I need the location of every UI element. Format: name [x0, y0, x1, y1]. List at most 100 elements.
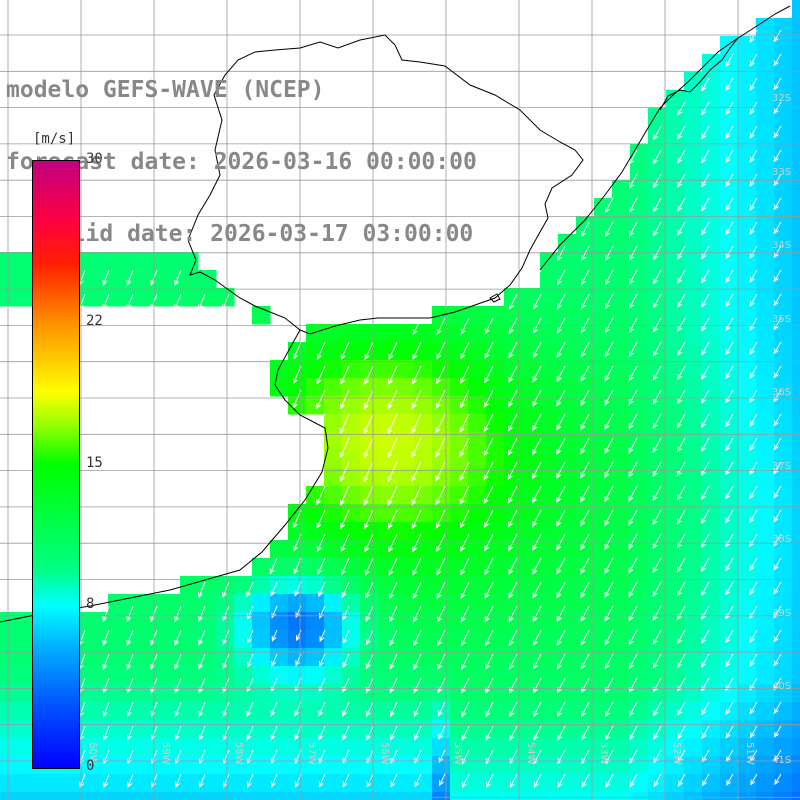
wind-speed-cell [630, 666, 649, 685]
wind-speed-cell [702, 432, 721, 451]
atlantic-coast-path [539, 5, 791, 271]
wind-speed-cell [630, 468, 649, 487]
wind-speed-cell [792, 576, 800, 595]
wind-arrow [652, 317, 662, 333]
wind-speed-cell [558, 234, 577, 253]
wind-arrow [436, 533, 446, 553]
wind-speed-cell [576, 702, 595, 721]
wind-speed-cell [180, 774, 199, 793]
wind-arrow [271, 629, 278, 642]
wind-speed-cell [36, 792, 55, 800]
wind-speed-cell [792, 108, 800, 127]
wind-arrow [773, 53, 782, 67]
wind-speed-cell [144, 594, 163, 613]
wind-speed-cell [792, 720, 800, 739]
wind-speed-cell [504, 540, 523, 559]
wind-speed-cell [324, 522, 343, 541]
wind-arrow [580, 485, 590, 503]
wind-speed-cell [522, 504, 541, 523]
wind-arrow [126, 629, 134, 647]
wind-speed-cell [612, 180, 631, 199]
wind-arrow [604, 389, 614, 406]
wind-speed-cell [612, 684, 631, 703]
wind-speed-cell [666, 126, 685, 145]
wind-speed-cell [522, 702, 541, 721]
wind-speed-cell [684, 684, 703, 703]
wind-speed-cell [270, 540, 289, 559]
wind-speed-cell [720, 630, 739, 649]
wind-speed-cell [720, 162, 739, 181]
wind-arrow [460, 317, 470, 335]
wind-speed-cell [720, 684, 739, 703]
wind-speed-cell [270, 360, 289, 379]
wind-speed-cell [486, 612, 505, 631]
wind-arrow [750, 773, 758, 786]
wind-speed-cell [666, 252, 685, 271]
wind-arrow [701, 149, 710, 164]
wind-arrow [102, 653, 110, 671]
wind-arrow [604, 605, 614, 622]
wind-speed-cell [342, 594, 361, 613]
wind-speed-cell [378, 342, 397, 361]
wind-arrow [483, 437, 494, 457]
wind-speed-cell [378, 324, 397, 343]
wind-arrow [653, 149, 662, 165]
wind-speed-cell [306, 324, 325, 343]
wind-arrow [246, 725, 254, 741]
wind-speed-cell [90, 288, 109, 307]
wind-arrow [700, 485, 710, 501]
wind-arrow [438, 725, 446, 740]
wind-speed-cell [792, 198, 800, 217]
wind-speed-cell [702, 630, 721, 649]
wind-arrow [701, 725, 710, 739]
wind-speed-cell [630, 306, 649, 325]
wind-speed-cell [486, 360, 505, 379]
wind-speed-cell [666, 108, 685, 127]
wind-arrow [629, 725, 638, 741]
wind-speed-cell [306, 504, 325, 523]
wind-speed-cell [378, 702, 397, 721]
wind-speed-cell [648, 504, 667, 523]
wind-arrow [222, 725, 230, 741]
wind-speed-cell [342, 666, 361, 685]
wind-arrow [725, 653, 734, 668]
wind-speed-cell [90, 252, 109, 271]
wind-speed-cell [108, 612, 127, 631]
wind-speed-cell [180, 630, 199, 649]
wind-speed-cell [504, 612, 523, 631]
wind-speed-cell [720, 288, 739, 307]
wind-arrow [677, 341, 686, 357]
wind-speed-cell [684, 288, 703, 307]
wind-speed-cell [342, 432, 361, 451]
wind-speed-cell [720, 234, 739, 253]
wind-arrow [412, 581, 422, 600]
wind-speed-cell [0, 720, 19, 739]
wind-arrow [270, 581, 278, 597]
wind-speed-cell [450, 540, 469, 559]
wind-speed-cell [612, 270, 631, 289]
wind-speed-cell [702, 576, 721, 595]
wind-arrow [725, 557, 734, 572]
wind-arrow [676, 389, 686, 405]
wind-arrow [198, 581, 206, 599]
wind-speed-cell [504, 504, 523, 523]
wind-speed-cell [666, 630, 685, 649]
wind-arrow [439, 773, 446, 787]
wind-arrow [412, 557, 422, 576]
wind-speed-cell [540, 360, 559, 379]
wind-arrow [628, 629, 638, 646]
wind-speed-cell [0, 270, 19, 289]
wind-speed-cell [396, 486, 415, 505]
wind-speed-cell [630, 144, 649, 163]
latitude-label: 37S [772, 460, 792, 472]
wind-speed-cell [774, 162, 793, 181]
wind-speed-cell [612, 702, 631, 721]
wind-speed-cell [666, 450, 685, 469]
wind-speed-cell [90, 738, 109, 757]
wind-speed-cell [198, 792, 217, 800]
wind-arrow [556, 365, 566, 383]
wind-arrow [508, 365, 518, 383]
wind-speed-cell [756, 90, 775, 109]
wind-arrow [363, 437, 374, 459]
wind-arrow [508, 629, 518, 647]
